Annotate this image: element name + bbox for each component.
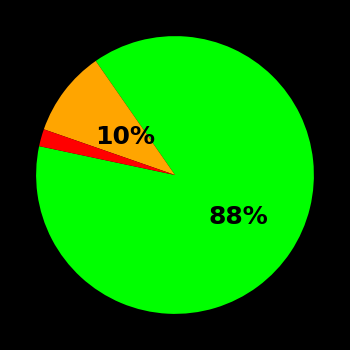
Wedge shape xyxy=(44,61,175,175)
Wedge shape xyxy=(36,36,314,314)
Text: 88%: 88% xyxy=(209,205,268,229)
Wedge shape xyxy=(39,129,175,175)
Text: 10%: 10% xyxy=(95,125,155,149)
